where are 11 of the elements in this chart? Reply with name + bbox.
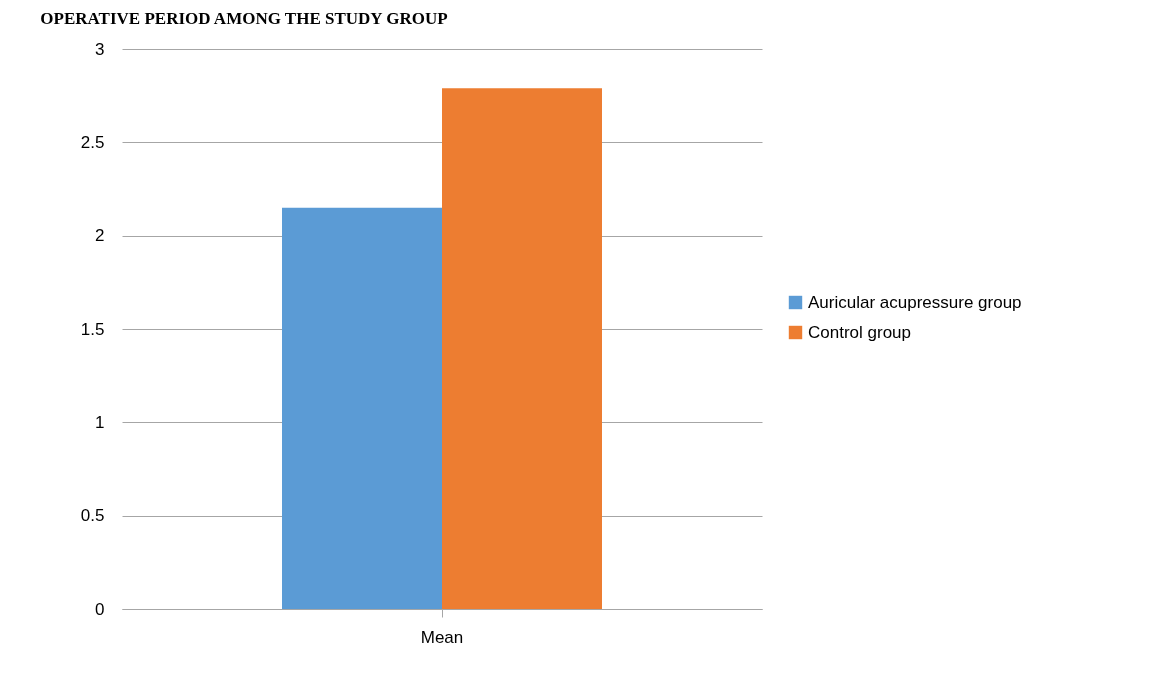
chart-title: OPERATIVE PERIOD AMONG THE STUDY GROUP [40, 9, 448, 28]
legend-label: Auricular acupressure group [808, 292, 1022, 312]
y-tick-label: 0.5 [80, 506, 105, 526]
y-tick-label: 2 [95, 226, 105, 246]
y-tick-label: 1 [95, 412, 105, 432]
y-tick-label: 0 [95, 599, 105, 619]
y-tick-label: 1.5 [80, 319, 105, 339]
y-tick-label: 2.5 [80, 132, 105, 152]
y-tick-label: 3 [95, 39, 105, 59]
x-tick-label: Mean [420, 627, 464, 647]
legend-label: Control group [808, 322, 912, 342]
